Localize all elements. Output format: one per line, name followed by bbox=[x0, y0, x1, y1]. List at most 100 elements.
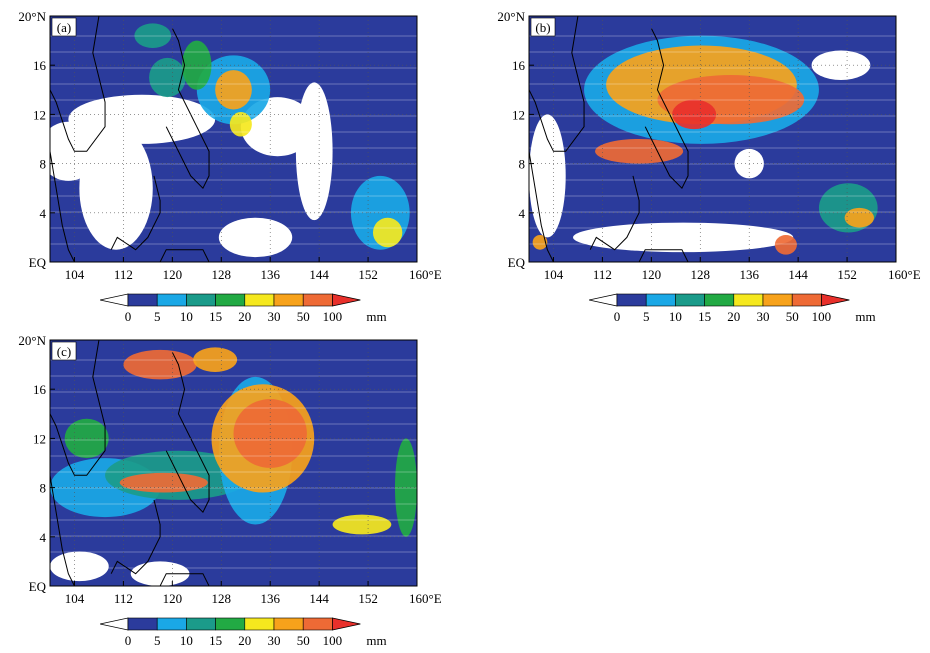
colorbar-level-label: 15 bbox=[209, 309, 222, 324]
y-tick-label: 4 bbox=[40, 206, 47, 221]
y-tick-label: 20°N bbox=[497, 9, 525, 24]
panel-label-box bbox=[51, 341, 77, 361]
colorbar-segment bbox=[762, 293, 793, 307]
colorbar-level-label: 30 bbox=[757, 309, 770, 324]
map-a: 104 112 120 128 136 144 152 160°E20°N161284EQ(a… bbox=[18, 9, 442, 282]
colorbar-svg: 0 5 10 15 20 30 50 100 mm bbox=[99, 617, 387, 648]
colorbar-level-label: 0 bbox=[614, 309, 621, 324]
colorbar-segment bbox=[616, 293, 647, 307]
coastline bbox=[165, 28, 210, 190]
colorbar-level-label: 10 bbox=[180, 633, 193, 648]
x-tick-label: 104 bbox=[544, 267, 564, 282]
colorbar-units: mm bbox=[855, 309, 875, 324]
coastline bbox=[589, 175, 640, 251]
precip-region bbox=[218, 217, 293, 258]
x-tick-label: 104 bbox=[65, 591, 85, 606]
colorbar-segment bbox=[791, 293, 822, 307]
x-tick-label: 128 bbox=[691, 267, 711, 282]
colorbar-svg: 0 5 10 15 20 30 50 100 mm bbox=[588, 293, 876, 324]
colorbar-level-label: 50 bbox=[297, 633, 310, 648]
colorbar-min-arrow bbox=[588, 293, 618, 307]
colorbar-a: 0 5 10 15 20 30 50 100 mm bbox=[99, 292, 420, 324]
y-tick-label: 12 bbox=[512, 107, 525, 122]
colorbar-level-label: 100 bbox=[323, 309, 343, 324]
colorbar-segment bbox=[733, 293, 764, 307]
coastline bbox=[110, 175, 161, 251]
colorbar-segment bbox=[186, 293, 216, 307]
panel-label: (c) bbox=[57, 344, 71, 359]
x-tick-label: 128 bbox=[212, 267, 232, 282]
colorbar-level-label: 0 bbox=[125, 309, 132, 324]
x-tick-label: 120 bbox=[163, 267, 183, 282]
colorbar-segment bbox=[244, 617, 275, 631]
y-tick-label: 16 bbox=[512, 58, 526, 73]
colorbar-segment bbox=[215, 617, 246, 631]
panel-label-box bbox=[530, 17, 556, 37]
y-tick-label: 20°N bbox=[18, 333, 46, 348]
x-tick-label: 136 bbox=[260, 267, 280, 282]
colorbar-level-label: 5 bbox=[643, 309, 650, 324]
precip-region bbox=[295, 82, 333, 221]
precip-region bbox=[844, 207, 874, 228]
x-tick-label: 112 bbox=[593, 267, 612, 282]
precip-region bbox=[79, 126, 153, 250]
colorbar-level-label: 100 bbox=[323, 633, 343, 648]
colorbar-segment bbox=[156, 617, 187, 631]
colorbar-level-label: 20 bbox=[727, 309, 740, 324]
y-tick-label: 4 bbox=[40, 530, 47, 545]
coastline bbox=[165, 352, 210, 514]
precip-region bbox=[193, 347, 238, 372]
precip-region bbox=[130, 561, 190, 586]
colorbar-b: 0 5 10 15 20 30 50 100 mm bbox=[588, 292, 909, 324]
x-tick-label: 120 bbox=[642, 267, 662, 282]
colorbar-level-label: 30 bbox=[268, 633, 281, 648]
x-tick-label: 144 bbox=[788, 267, 808, 282]
precip-region bbox=[182, 40, 212, 90]
x-tick-label: 136 bbox=[739, 267, 759, 282]
colorbar-max-arrow bbox=[331, 293, 361, 307]
colorbar-segment bbox=[273, 293, 304, 307]
x-tick-label: 128 bbox=[212, 591, 232, 606]
colorbar-units: mm bbox=[366, 309, 386, 324]
colorbar-segment bbox=[302, 617, 333, 631]
x-tick-label: 160°E bbox=[409, 267, 442, 282]
panel-a: 104 112 120 128 136 144 152 160°E 20°N 16 12 8 4 EQ (a… bbox=[0, 0, 465, 325]
colorbar-svg: 0 5 10 15 20 30 50 100 mm bbox=[99, 293, 387, 324]
panel-b: 104 112 120 128 136 144 152 160°E 20°N 16 12 8 4 EQ (b… bbox=[465, 0, 930, 325]
y-tick-label: 8 bbox=[40, 157, 47, 172]
precip-region bbox=[119, 472, 208, 493]
panel-c: 104 112 120 128 136 144 152 160°E 20°N 16 12 8 4 EQ (c… bbox=[0, 325, 465, 651]
precip-region bbox=[774, 234, 797, 255]
coastline bbox=[50, 16, 106, 152]
x-tick-label: 136 bbox=[260, 591, 280, 606]
precip-region bbox=[123, 349, 197, 380]
precip-region bbox=[215, 70, 252, 110]
x-tick-label: 152 bbox=[358, 267, 378, 282]
precip-region bbox=[811, 50, 871, 80]
colorbar-segment bbox=[645, 293, 676, 307]
colorbar-segment bbox=[127, 617, 158, 631]
colorbar-min-arrow bbox=[99, 617, 129, 631]
y-tick-label: 8 bbox=[40, 481, 47, 496]
map-frame bbox=[49, 339, 418, 587]
coastline bbox=[529, 151, 554, 262]
colorbar-segment bbox=[127, 293, 158, 307]
colorbar-segment bbox=[244, 293, 275, 307]
precip-field bbox=[529, 16, 896, 262]
y-tick-label: 16 bbox=[33, 58, 47, 73]
precip-region bbox=[529, 114, 566, 238]
colorbar-level-label: 20 bbox=[238, 633, 251, 648]
colorbar-level-label: 0 bbox=[125, 633, 132, 648]
x-tick-label: 152 bbox=[837, 267, 857, 282]
coastline bbox=[529, 16, 585, 152]
colorbar-segment bbox=[302, 293, 333, 307]
precip-region bbox=[229, 111, 252, 137]
colorbar-level-label: 10 bbox=[669, 309, 682, 324]
precip-region bbox=[372, 217, 403, 248]
panel-label: (a) bbox=[57, 20, 71, 35]
map-frame bbox=[528, 15, 897, 263]
precip-region bbox=[595, 139, 684, 164]
y-tick-label: 20°N bbox=[18, 9, 46, 24]
x-tick-label: 112 bbox=[114, 267, 133, 282]
coastline bbox=[50, 340, 106, 476]
